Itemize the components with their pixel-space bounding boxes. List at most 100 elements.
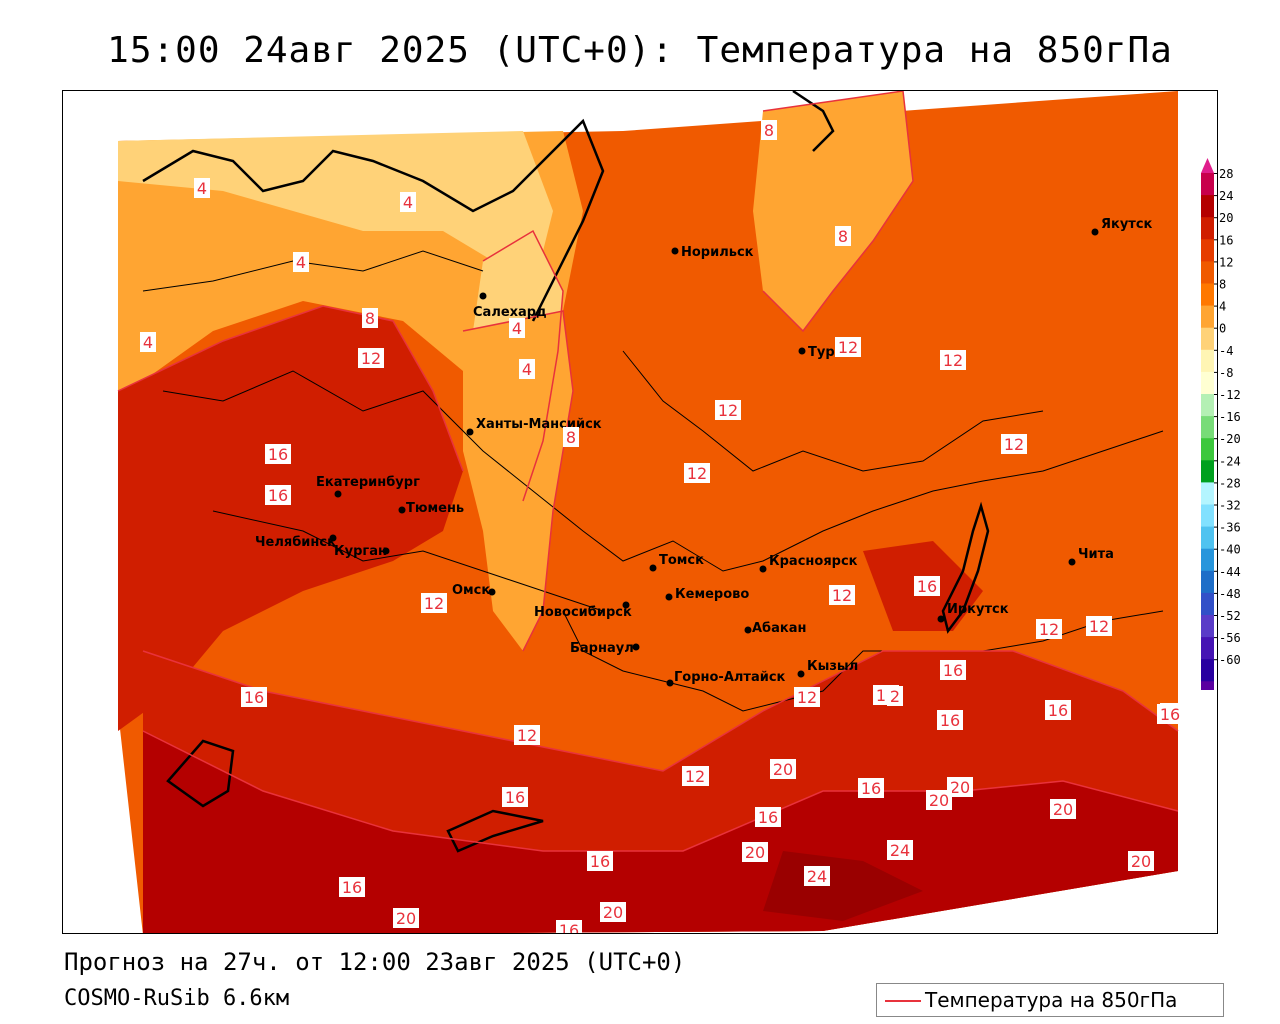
contour-label-bg bbox=[563, 427, 579, 447]
isotherms bbox=[117, 91, 1179, 852]
city-dot bbox=[466, 428, 474, 436]
contour-label: 4 bbox=[512, 319, 522, 338]
contour-label-bg bbox=[362, 308, 378, 328]
city-dot bbox=[398, 506, 406, 514]
contour-label-bg bbox=[400, 192, 416, 212]
colorbar-segment bbox=[1201, 504, 1214, 528]
contour-label: 12 bbox=[943, 351, 963, 370]
contour-label-bg bbox=[556, 920, 582, 933]
contour-label: 20 bbox=[603, 903, 623, 922]
map-canvas: Норильск Якутск Салехард Тура Ханты-Мансийск… bbox=[117, 91, 1186, 934]
contour-label-bg bbox=[858, 778, 884, 798]
contour-label: 4 bbox=[197, 179, 207, 198]
city-dot bbox=[759, 565, 767, 573]
city-label: Якутск bbox=[1101, 217, 1153, 232]
contour-label-bg bbox=[682, 766, 708, 786]
colorbar-segment bbox=[1201, 416, 1214, 439]
colorbar-segment bbox=[1201, 305, 1214, 329]
colorbar-segment bbox=[1201, 327, 1214, 351]
contour-label-bg bbox=[835, 337, 861, 357]
colorbar-label: -56 bbox=[1219, 631, 1241, 645]
field-20-south bbox=[143, 731, 1178, 933]
forecast-text: Прогноз на 27ч. от 12:00 23авг 2025 (UTC… bbox=[64, 948, 686, 976]
contour-label: 12 bbox=[832, 586, 852, 605]
temperature-map: Норильск Якутск Салехард Тура Ханты-Мансийск… bbox=[62, 90, 1218, 934]
city-label: Ханты-Мансийск bbox=[476, 417, 602, 432]
city-dot bbox=[382, 547, 390, 555]
city-dot bbox=[937, 615, 945, 623]
city-dot bbox=[798, 347, 806, 355]
legend-line-swatch bbox=[885, 1000, 921, 1002]
contour-label-bg bbox=[265, 444, 291, 464]
city-label: Омск bbox=[452, 583, 490, 598]
contour-label: 16 bbox=[559, 921, 579, 934]
contour-label-bg bbox=[519, 359, 535, 379]
contour-label: 8 bbox=[566, 428, 576, 447]
colorbar-label: 24 bbox=[1219, 189, 1233, 203]
contour-label: 12 bbox=[797, 688, 817, 707]
field-0-4-north bbox=[118, 131, 553, 291]
contour-label: 12 bbox=[687, 464, 707, 483]
city-label: Горно-Алтайск bbox=[674, 670, 786, 685]
colorbar-segment bbox=[1201, 592, 1214, 616]
contour-label: 20 bbox=[396, 909, 416, 928]
colorbar-segment bbox=[1201, 659, 1214, 682]
colorbar-top-arrow bbox=[1201, 158, 1214, 173]
contour-label-bg bbox=[587, 851, 613, 871]
contour-label: 20 bbox=[1131, 852, 1151, 871]
contour-label-bg bbox=[241, 687, 267, 707]
contour-label: 8 bbox=[838, 227, 848, 246]
colorbar-segment bbox=[1201, 570, 1214, 594]
map-title: 15:00 24авг 2025 (UTC+0): Температура на… bbox=[107, 30, 1173, 71]
contour-label-bg bbox=[794, 687, 820, 707]
contour-label-bg bbox=[514, 725, 540, 745]
city-dot bbox=[665, 593, 673, 601]
contour-label-bg bbox=[684, 463, 710, 483]
city-markers: Норильск Якутск Салехард Тура Ханты-Мансийск… bbox=[255, 217, 1153, 687]
colorbar-label: -36 bbox=[1219, 521, 1241, 535]
colorbar-segment bbox=[1201, 637, 1214, 660]
city-label: Иркутск bbox=[947, 602, 1009, 617]
contour-label: 16 bbox=[268, 486, 288, 505]
field-8-ne bbox=[753, 91, 913, 331]
contour-label-bg bbox=[940, 350, 966, 370]
city-label: Тура bbox=[808, 345, 843, 360]
coastlines bbox=[142, 91, 990, 853]
contour-label-bg bbox=[770, 759, 796, 779]
city-dot bbox=[744, 626, 752, 634]
city-label: Красноярск bbox=[769, 554, 858, 569]
contour-label: 12 bbox=[718, 401, 738, 420]
borders bbox=[142, 250, 1164, 712]
colorbar-label: -60 bbox=[1219, 653, 1241, 667]
contour-label: 12 bbox=[361, 349, 381, 368]
contour-label: 12 bbox=[424, 594, 444, 613]
colorbar-segment bbox=[1201, 283, 1214, 307]
city-label: Норильск bbox=[681, 245, 754, 260]
contour-label-bg bbox=[829, 585, 855, 605]
contour-label-bg bbox=[194, 178, 210, 198]
contour-label-bg bbox=[761, 120, 777, 140]
contour-label-bg bbox=[887, 686, 903, 706]
city-dot bbox=[479, 292, 487, 300]
contour-label-bg bbox=[1036, 619, 1062, 639]
contour-label: 4 bbox=[403, 193, 413, 212]
colorbar-label: 16 bbox=[1219, 233, 1233, 247]
contour-label-bg bbox=[715, 400, 741, 420]
colorbar-label: 20 bbox=[1219, 211, 1233, 225]
city-dot bbox=[1091, 228, 1099, 236]
contour-label: 20 bbox=[745, 843, 765, 862]
city-label: Абакан bbox=[752, 621, 807, 636]
colorbar-label: -8 bbox=[1219, 366, 1233, 380]
contour-label-bg bbox=[835, 226, 851, 246]
colorbar-segment bbox=[1201, 681, 1214, 690]
contour-label-bg bbox=[926, 790, 952, 810]
contour-label-bg bbox=[1086, 616, 1112, 636]
contour-label: 16 bbox=[342, 878, 362, 897]
contour-label-bg bbox=[265, 485, 291, 505]
contour-label: 24 bbox=[807, 867, 827, 886]
contour-label-bg bbox=[1157, 704, 1183, 724]
legend-label: Температура на 850гПа bbox=[925, 988, 1178, 1012]
field-24-spot bbox=[763, 851, 923, 921]
contour-label-bg bbox=[421, 593, 447, 613]
colorbar-segment bbox=[1201, 349, 1214, 373]
